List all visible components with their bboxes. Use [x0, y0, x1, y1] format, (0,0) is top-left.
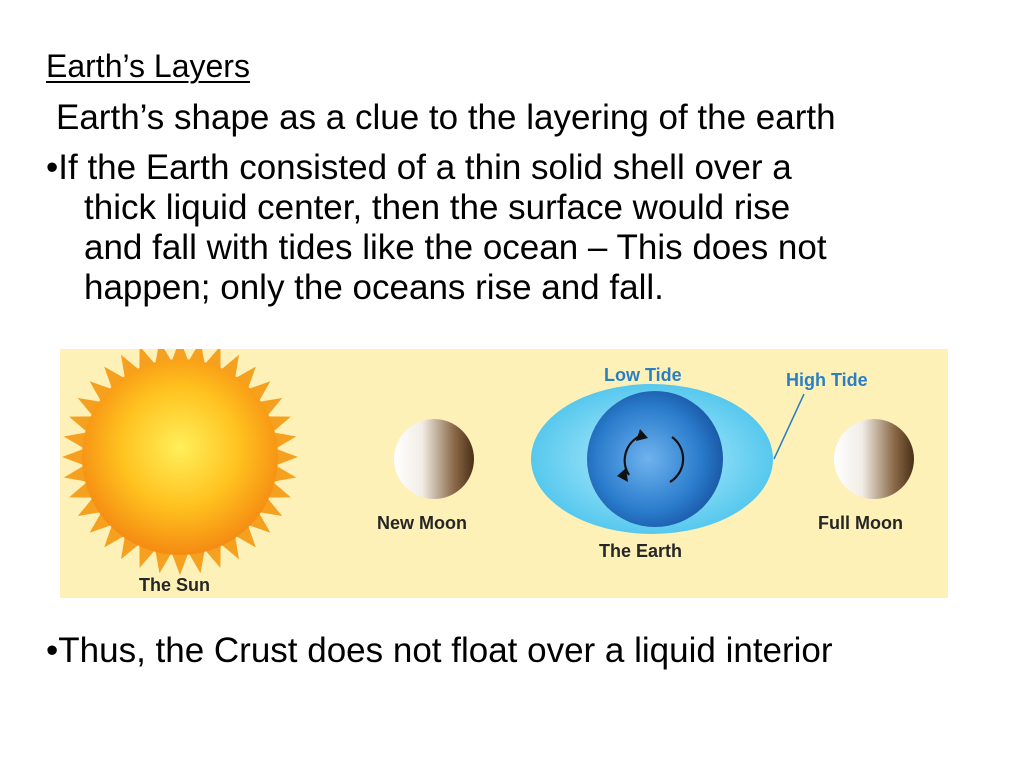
earth-globe: [587, 391, 723, 527]
slide-subtitle: Earth’s shape as a clue to the layering …: [56, 97, 836, 139]
high-tide-pointer: [774, 394, 804, 459]
slide-title: Earth’s Layers: [46, 46, 250, 86]
bullet-tides-line-1: •If the Earth consisted of a thin solid …: [46, 148, 946, 188]
bullet-tides: •If the Earth consisted of a thin solid …: [46, 148, 946, 308]
sun-icon: [62, 349, 298, 575]
bullet-tides-line-2: thick liquid center, then the surface wo…: [46, 188, 946, 228]
bullet-marker: •: [46, 148, 58, 187]
bullet-conclusion-text: Thus, the Crust does not float over a li…: [58, 631, 832, 670]
bullet-conclusion: •Thus, the Crust does not float over a l…: [46, 631, 833, 671]
label-the-sun: The Sun: [139, 574, 210, 596]
label-low-tide: Low Tide: [604, 364, 682, 386]
tides-diagram: The Sun New Moon The Earth Full Moon Low…: [60, 349, 948, 598]
bullet-tides-line-3: and fall with tides like the ocean – Thi…: [46, 228, 946, 268]
earth-icon: [531, 384, 773, 534]
full-moon-icon: [834, 419, 914, 499]
bullet-tides-line-4: happen; only the oceans rise and fall.: [46, 268, 946, 308]
bullet-marker: •: [46, 631, 58, 670]
new-moon-icon: [394, 419, 474, 499]
label-new-moon: New Moon: [377, 512, 467, 534]
label-full-moon: Full Moon: [818, 512, 903, 534]
label-the-earth: The Earth: [599, 540, 682, 562]
label-high-tide: High Tide: [786, 369, 868, 391]
